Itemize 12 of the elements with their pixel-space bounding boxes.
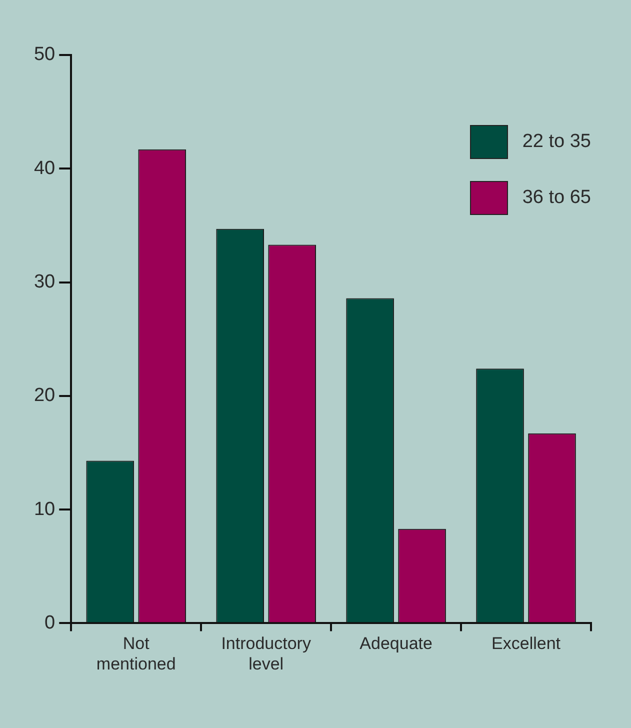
y-tick-label: 30 <box>34 272 56 293</box>
x-tick-label: Introductory level <box>221 634 312 674</box>
y-tick-label: 10 <box>34 498 56 520</box>
y-tick-label: 20 <box>34 385 56 406</box>
y-tick-label: 0 <box>44 612 56 634</box>
y-tick-label: 50 <box>34 44 56 66</box>
x-tick-label: Excellent <box>492 634 561 654</box>
legend-label: 36 to 65 <box>522 187 591 209</box>
x-tick-label: Adequate <box>360 634 432 654</box>
y-tick-label: 40 <box>34 158 56 179</box>
x-tick-label: Not mentioned <box>96 634 176 674</box>
legend-label: 22 to 35 <box>522 131 591 153</box>
